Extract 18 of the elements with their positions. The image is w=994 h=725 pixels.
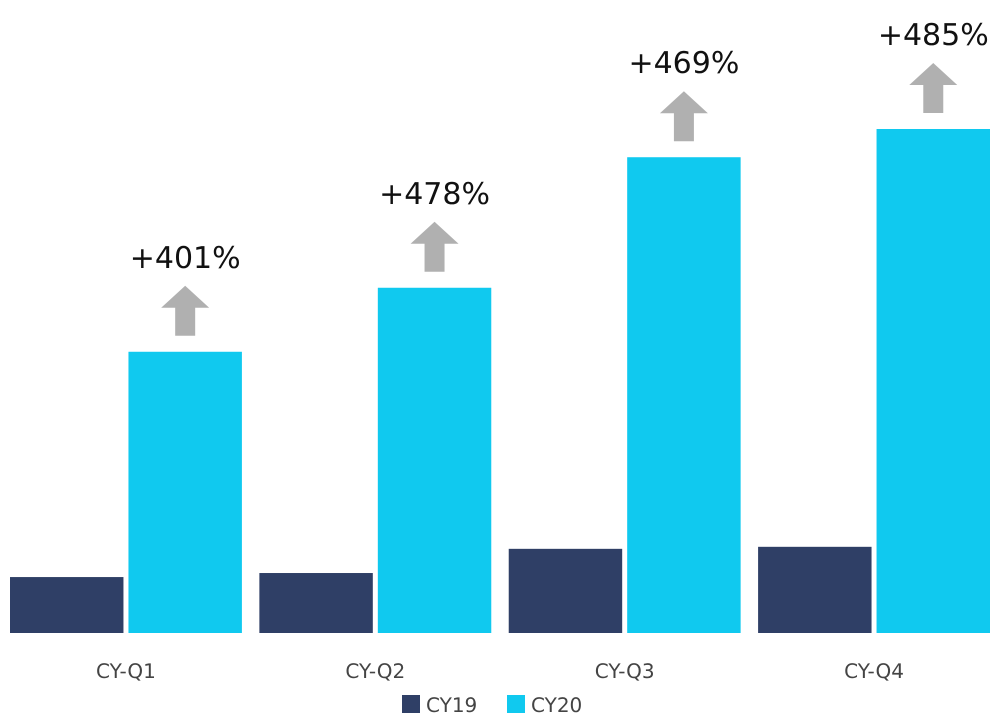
legend-label: CY19 xyxy=(426,693,478,717)
x-tick-label: CY-Q2 xyxy=(345,659,406,683)
x-tick-label: CY-Q3 xyxy=(594,659,655,683)
annotation: +478% xyxy=(379,176,490,212)
annotation: +401% xyxy=(130,240,241,276)
bar xyxy=(508,548,622,633)
text: +485% xyxy=(878,18,989,53)
text: +469% xyxy=(628,46,740,82)
bar xyxy=(259,573,373,633)
x-tick-label: CY-Q1 xyxy=(96,659,156,683)
legend-label: CY20 xyxy=(531,693,582,717)
bar xyxy=(378,288,492,633)
bar xyxy=(128,352,242,633)
bar xyxy=(876,129,990,633)
bar xyxy=(758,546,872,633)
x-tick-label: CY-Q4 xyxy=(844,659,904,683)
bar xyxy=(10,577,124,633)
bar xyxy=(627,157,741,633)
